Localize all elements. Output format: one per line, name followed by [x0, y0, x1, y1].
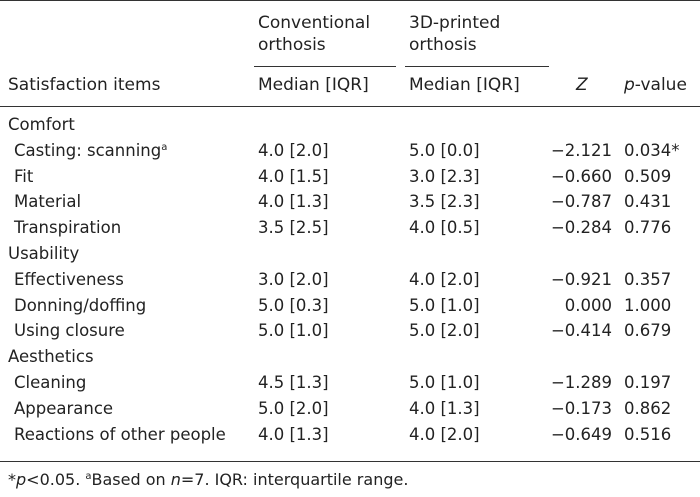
cell-z-value: 0.000 [564, 296, 612, 315]
cell-3d-printed-median: 5.0 [1.0] [409, 373, 480, 392]
cell-conventional-median: 5.0 [2.0] [258, 399, 329, 418]
column-header-median-3d-printed: Median [IQR] [409, 75, 520, 95]
section-heading: Aesthetics [8, 347, 94, 366]
cell-conventional-median: 3.0 [2.0] [258, 270, 329, 289]
cell-3d-printed-median: 3.0 [2.3] [409, 167, 480, 186]
column-header-z: Z [576, 75, 588, 95]
row-item-label: Using closure [14, 321, 125, 340]
row-item-label: Donning/doffing [14, 296, 147, 315]
cell-conventional-median: 4.0 [1.3] [258, 425, 329, 444]
cell-conventional-median: 5.0 [1.0] [258, 321, 329, 340]
cell-conventional-median: 3.5 [2.5] [258, 218, 329, 237]
column-header-median-conventional: Median [IQR] [258, 75, 369, 95]
cell-3d-printed-median: 5.0 [0.0] [409, 141, 480, 160]
cell-3d-printed-median: 3.5 [2.3] [409, 192, 480, 211]
column-header-z-label: Z [576, 75, 588, 95]
column-header-p-value: p-value [624, 75, 687, 95]
cell-conventional-median: 4.5 [1.3] [258, 373, 329, 392]
cell-p-value: 0.034* [624, 141, 680, 160]
cell-3d-printed-median: 5.0 [1.0] [409, 296, 480, 315]
cell-conventional-median: 4.0 [1.5] [258, 167, 329, 186]
cell-z-value: −0.414 [550, 321, 612, 340]
row-item-label: Casting: scanninga [14, 141, 168, 160]
cell-z-value: −2.121 [550, 141, 612, 160]
cell-p-value: 0.509 [624, 167, 672, 186]
cell-z-value: −0.649 [550, 425, 612, 444]
table-footnote: *p<0.05. aBased on n=7. IQR: interquarti… [8, 470, 409, 489]
column-header-items: Satisfaction items [8, 75, 161, 95]
cell-z-value: −1.289 [550, 373, 612, 392]
cell-p-value: 0.862 [624, 399, 672, 418]
group-header-3d-printed-line1: 3D-printed [409, 13, 501, 33]
cell-3d-printed-median: 4.0 [2.0] [409, 425, 480, 444]
cell-p-value: 0.197 [624, 373, 672, 392]
cell-conventional-median: 4.0 [2.0] [258, 141, 329, 160]
cell-3d-printed-median: 4.0 [0.5] [409, 218, 480, 237]
section-heading: Comfort [8, 115, 75, 134]
row-item-label: Fit [14, 167, 34, 186]
group-rule-conventional [254, 66, 396, 67]
group-header-conventional-line1: Conventional [258, 13, 371, 33]
section-heading: Usability [8, 244, 80, 263]
group-header-conventional-line2: orthosis [258, 35, 326, 55]
bottom-rule [0, 461, 700, 462]
cell-z-value: −0.921 [550, 270, 612, 289]
row-item-label: Material [14, 192, 82, 211]
group-rule-3d-printed [405, 66, 549, 67]
cell-p-value: 0.357 [624, 270, 672, 289]
cell-z-value: −0.284 [550, 218, 612, 237]
row-item-label: Transpiration [14, 218, 122, 237]
row-item-label: Appearance [14, 399, 114, 418]
cell-p-value: 0.516 [624, 425, 672, 444]
cell-3d-printed-median: 4.0 [2.0] [409, 270, 480, 289]
row-item-label: Effectiveness [14, 270, 124, 289]
top-rule [0, 0, 700, 1]
cell-3d-printed-median: 5.0 [2.0] [409, 321, 480, 340]
cell-3d-printed-median: 4.0 [1.3] [409, 399, 480, 418]
row-item-label: Cleaning [14, 373, 87, 392]
cell-p-value: 0.679 [624, 321, 672, 340]
cell-z-value: −0.173 [550, 399, 612, 418]
group-header-3d-printed-line2: orthosis [409, 35, 477, 55]
cell-conventional-median: 5.0 [0.3] [258, 296, 329, 315]
cell-p-value: 0.776 [624, 218, 672, 237]
header-rule [0, 106, 700, 107]
cell-p-value: 0.431 [624, 192, 672, 211]
row-item-label: Reactions of other people [14, 425, 226, 444]
cell-p-value: 1.000 [624, 296, 672, 315]
cell-z-value: −0.660 [550, 167, 612, 186]
cell-z-value: −0.787 [550, 192, 612, 211]
cell-conventional-median: 4.0 [1.3] [258, 192, 329, 211]
